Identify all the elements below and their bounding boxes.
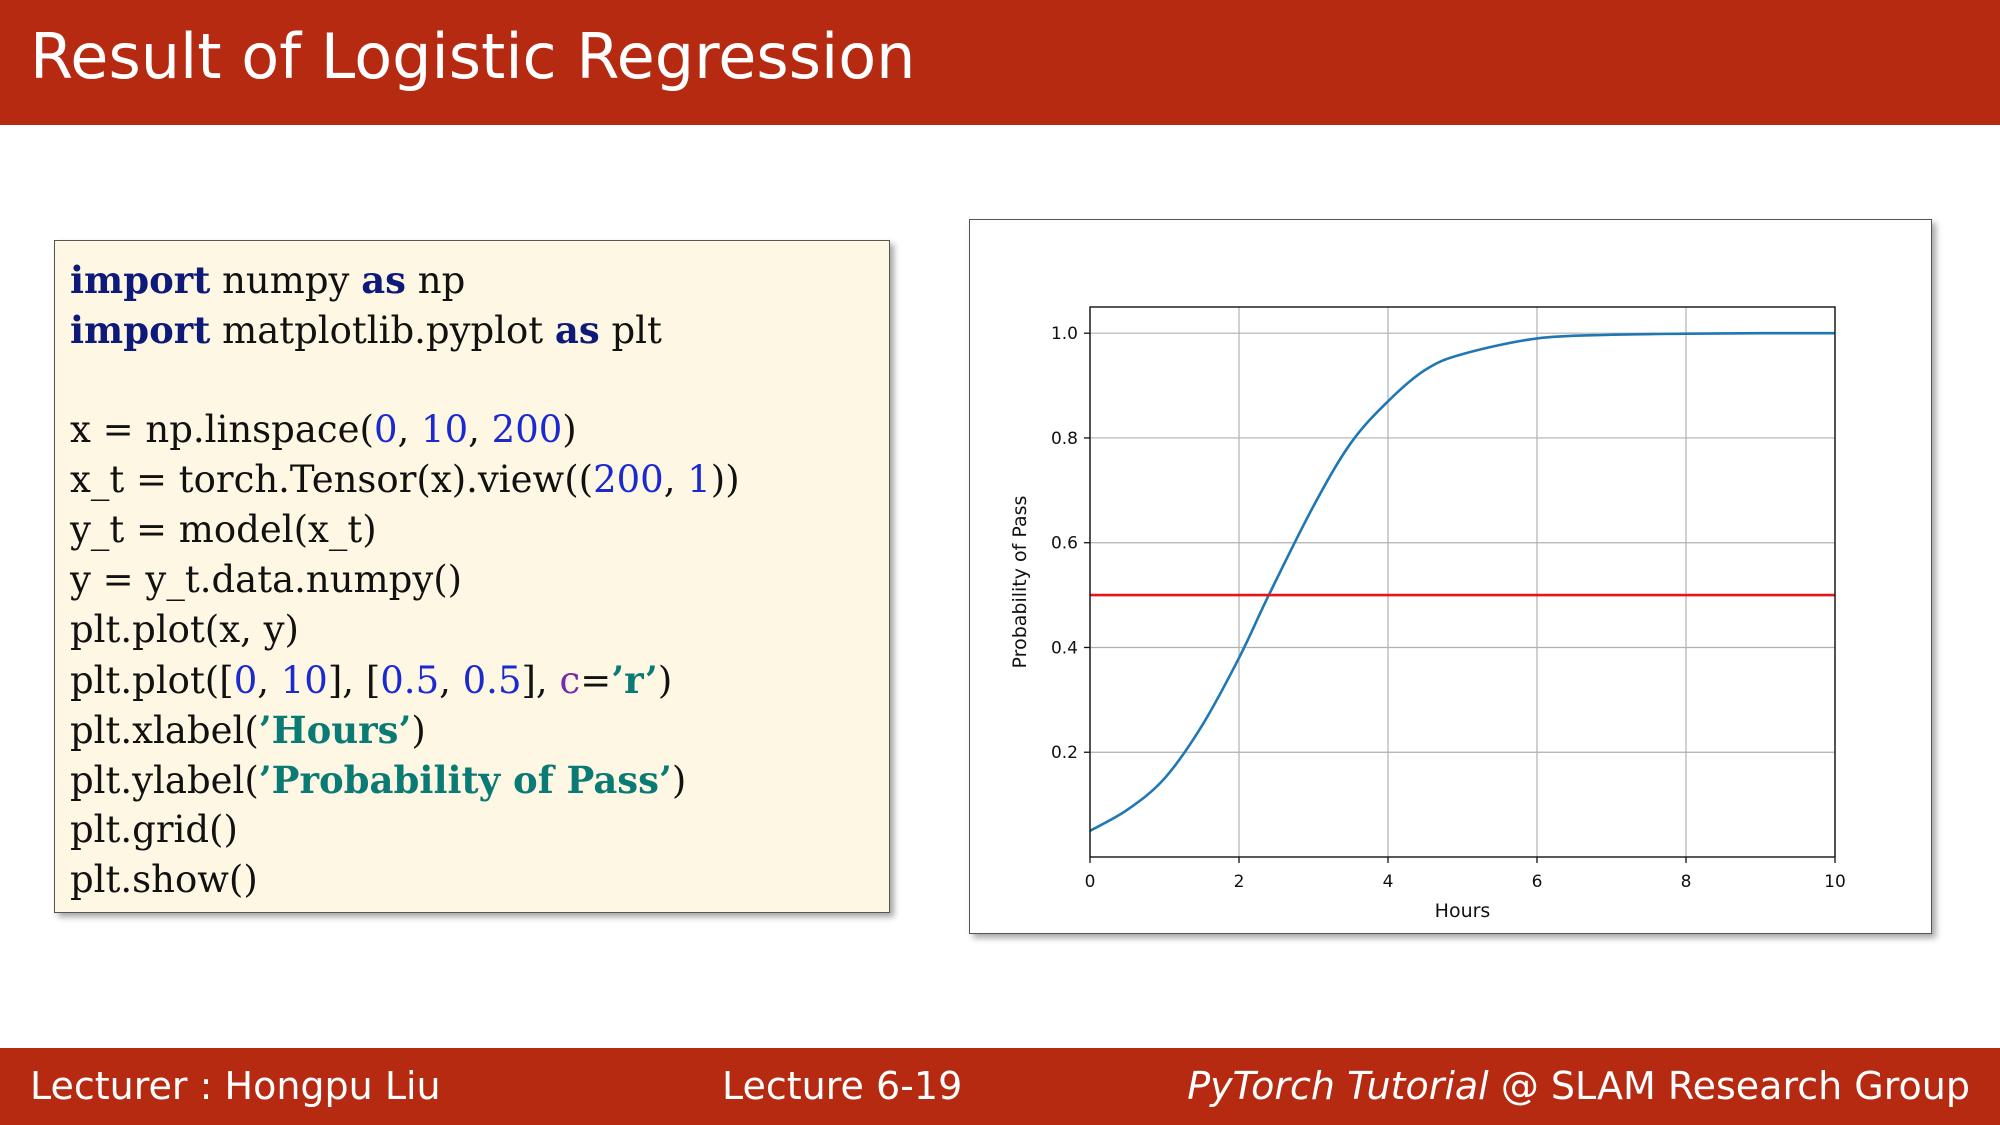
code-token: 1 bbox=[687, 458, 711, 501]
code-line: plt.plot([0, 10], [0.5, 0.5], c=’r’) bbox=[70, 655, 740, 705]
code-token: ) bbox=[411, 709, 426, 752]
code-token: plt bbox=[599, 309, 662, 352]
code-token: 200 bbox=[491, 408, 563, 451]
code-line: y = y_t.data.numpy() bbox=[70, 555, 740, 605]
code-line: plt.xlabel(’Hours’) bbox=[70, 705, 740, 755]
code-token: plt.xlabel( bbox=[70, 709, 259, 752]
slide-header: Result of Logistic Regression bbox=[0, 0, 2000, 125]
y-tick-label: 0.6 bbox=[1051, 534, 1078, 554]
code-token: ’r’ bbox=[611, 658, 658, 702]
code-token: ) bbox=[671, 759, 687, 802]
x-tick-label: 0 bbox=[1085, 872, 1096, 892]
code-token: y = y_t.data.numpy() bbox=[70, 558, 463, 601]
code-token: import bbox=[70, 258, 211, 302]
code-token: , bbox=[397, 408, 422, 451]
footer-course: PyTorch Tutorial @ SLAM Research Group bbox=[1187, 1062, 1970, 1110]
code-line: plt.show() bbox=[70, 855, 740, 905]
code-token: , bbox=[468, 408, 492, 451]
x-tick-label: 2 bbox=[1234, 872, 1245, 892]
code-token: plt.show() bbox=[70, 858, 258, 901]
series-line-0 bbox=[1089, 331, 1836, 832]
code-line: plt.grid() bbox=[70, 805, 740, 855]
code-token: 0 bbox=[233, 659, 258, 702]
slide-title: Result of Logistic Regression bbox=[30, 20, 916, 93]
y-tick-label: 0.8 bbox=[1051, 429, 1078, 449]
footer-lecturer: Lecturer : Hongpu Liu bbox=[30, 1064, 441, 1108]
code-line: import matplotlib.pyplot as plt bbox=[70, 305, 740, 355]
y-axis-label: Probability of Pass bbox=[1009, 496, 1031, 669]
code-token: np bbox=[406, 259, 466, 302]
y-tick-label: 1.0 bbox=[1051, 324, 1078, 344]
code-token: 10 bbox=[280, 659, 328, 702]
code-token: plt.ylabel( bbox=[70, 759, 259, 802]
x-axis-label: Hours bbox=[1435, 900, 1491, 922]
footer-course-group: @ SLAM Research Group bbox=[1488, 1064, 1970, 1108]
code-lines: import numpy as np import matplotlib.pypl… bbox=[70, 255, 740, 905]
code-token: c bbox=[559, 659, 581, 702]
line-chart: 0 2 4 6 8 10 0.2 0.4 0.6 0.8 1.0 Hours Probability o… bbox=[1009, 306, 1846, 922]
code-token: )) bbox=[710, 458, 740, 501]
code-token: y_t = model(x_t) bbox=[70, 508, 377, 551]
code-token: 200 bbox=[593, 458, 664, 501]
code-token: plt.grid() bbox=[70, 808, 238, 851]
code-block: import numpy as np import matplotlib.pypl… bbox=[54, 240, 890, 913]
code-line: plt.ylabel(’Probability of Pass’) bbox=[70, 755, 740, 805]
code-token: as bbox=[361, 258, 407, 302]
code-token: ], bbox=[521, 659, 560, 702]
plot-frame: 0 2 4 6 8 10 0.2 0.4 0.6 0.8 1.0 Hours Probability o… bbox=[969, 219, 1932, 934]
code-token: ], [ bbox=[327, 659, 381, 702]
code-line: plt.plot(x, y) bbox=[70, 605, 740, 655]
code-token: 0.5 bbox=[380, 659, 440, 702]
x-tick-label: 6 bbox=[1532, 872, 1543, 892]
code-line bbox=[70, 355, 740, 405]
code-token: ’Hours’ bbox=[258, 708, 412, 752]
y-tick-label: 0.2 bbox=[1051, 743, 1078, 763]
code-token: 0 bbox=[373, 408, 398, 451]
code-line: import numpy as np bbox=[70, 255, 740, 305]
code-token: , bbox=[257, 659, 281, 702]
axes-frame bbox=[1089, 306, 1836, 858]
footer-lecture-number: Lecture 6-19 bbox=[722, 1064, 963, 1108]
code-line: x_t = torch.Tensor(x).view((200, 1)) bbox=[70, 455, 740, 505]
code-token: ’Probability of Pass’ bbox=[258, 758, 672, 802]
code-token: 0.5 bbox=[462, 659, 522, 702]
code-token: import bbox=[70, 308, 211, 352]
code-token: plt.plot(x, y) bbox=[70, 608, 299, 651]
code-token: 10 bbox=[421, 408, 469, 451]
code-token: matplotlib.pyplot bbox=[210, 309, 555, 352]
code-token: plt.plot([ bbox=[70, 659, 234, 702]
footer-course-title: PyTorch Tutorial bbox=[1187, 1064, 1489, 1108]
code-token: ) bbox=[657, 659, 673, 702]
code-token: ) bbox=[562, 408, 577, 451]
x-tick-label: 10 bbox=[1824, 872, 1846, 892]
code-token: x_t = torch.Tensor(x).view(( bbox=[70, 458, 594, 501]
code-token: = bbox=[580, 659, 612, 702]
code-token: numpy bbox=[210, 259, 362, 302]
code-token: as bbox=[554, 308, 600, 352]
y-tick-label: 0.4 bbox=[1051, 638, 1078, 658]
code-token: , bbox=[663, 458, 688, 501]
slide-footer: Lecturer : Hongpu Liu Lecture 6-19 PyTor… bbox=[0, 1048, 2000, 1125]
code-token: , bbox=[439, 659, 463, 702]
code-token: x = np.linspace( bbox=[70, 408, 374, 451]
code-line: y_t = model(x_t) bbox=[70, 505, 740, 555]
x-tick-label: 4 bbox=[1383, 872, 1394, 892]
code-line: x = np.linspace(0, 10, 200) bbox=[70, 405, 740, 455]
x-tick-label: 8 bbox=[1681, 872, 1692, 892]
